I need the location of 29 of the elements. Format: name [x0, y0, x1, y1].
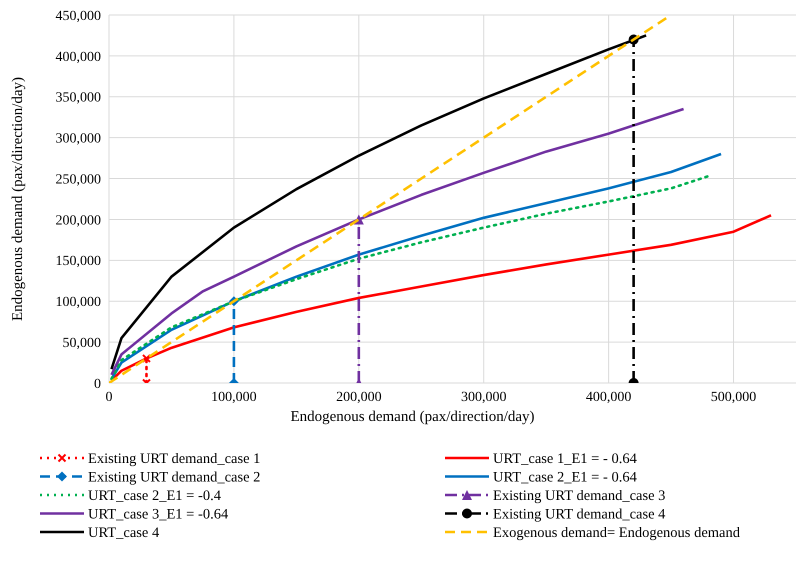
legend-label: URT_case 3_E1 = -0.64 — [88, 506, 229, 523]
legend-label: URT_case 2_E1 = - 0.64 — [493, 470, 638, 486]
y-tick-label: 400,000 — [56, 50, 101, 65]
x-tick-label: 300,000 — [460, 390, 506, 405]
line-series — [110, 108, 685, 376]
y-tick-label: 300,000 — [56, 132, 101, 147]
x-axis-title: Endogenous demand (pax/direction/day) — [290, 409, 535, 425]
x-tick-label: 100,000 — [211, 390, 257, 405]
y-tick-label: 50,000 — [62, 336, 101, 352]
legend-label: Existing URT demand_case 3 — [493, 488, 666, 504]
legend-label: URT_case 4 — [88, 525, 160, 542]
x-tick-label: 500,000 — [710, 390, 756, 405]
y-tick-label: 350,000 — [56, 90, 101, 106]
legend-label: Existing URT demand_case 4 — [493, 506, 666, 523]
legend-label: URT_case 2_E1 = -0.4 — [88, 488, 222, 504]
x-tick-label: 200,000 — [336, 390, 382, 405]
y-tick-label: 0 — [94, 376, 101, 392]
y-axis-title: Endogenous demand (pax/direction/day) — [10, 76, 26, 322]
legend-label: URT_case 1_E1 = - 0.64 — [493, 451, 638, 468]
x-tick-label: 0 — [106, 390, 112, 405]
legend-label: Existing URT demand_case 1 — [88, 451, 260, 468]
y-tick-label: 250,000 — [56, 172, 101, 188]
x-tick-label: 400,000 — [586, 390, 632, 405]
y-tick-label: 150,000 — [56, 254, 101, 270]
legend-label: Existing URT demand_case 2 — [88, 470, 260, 486]
y-tick-label: 200,000 — [56, 213, 101, 228]
y-tick-label: 100,000 — [56, 295, 101, 310]
legend-label: Exogenous demand= Endogenous demand — [493, 525, 741, 542]
y-tick-label: 450,000 — [56, 8, 101, 24]
